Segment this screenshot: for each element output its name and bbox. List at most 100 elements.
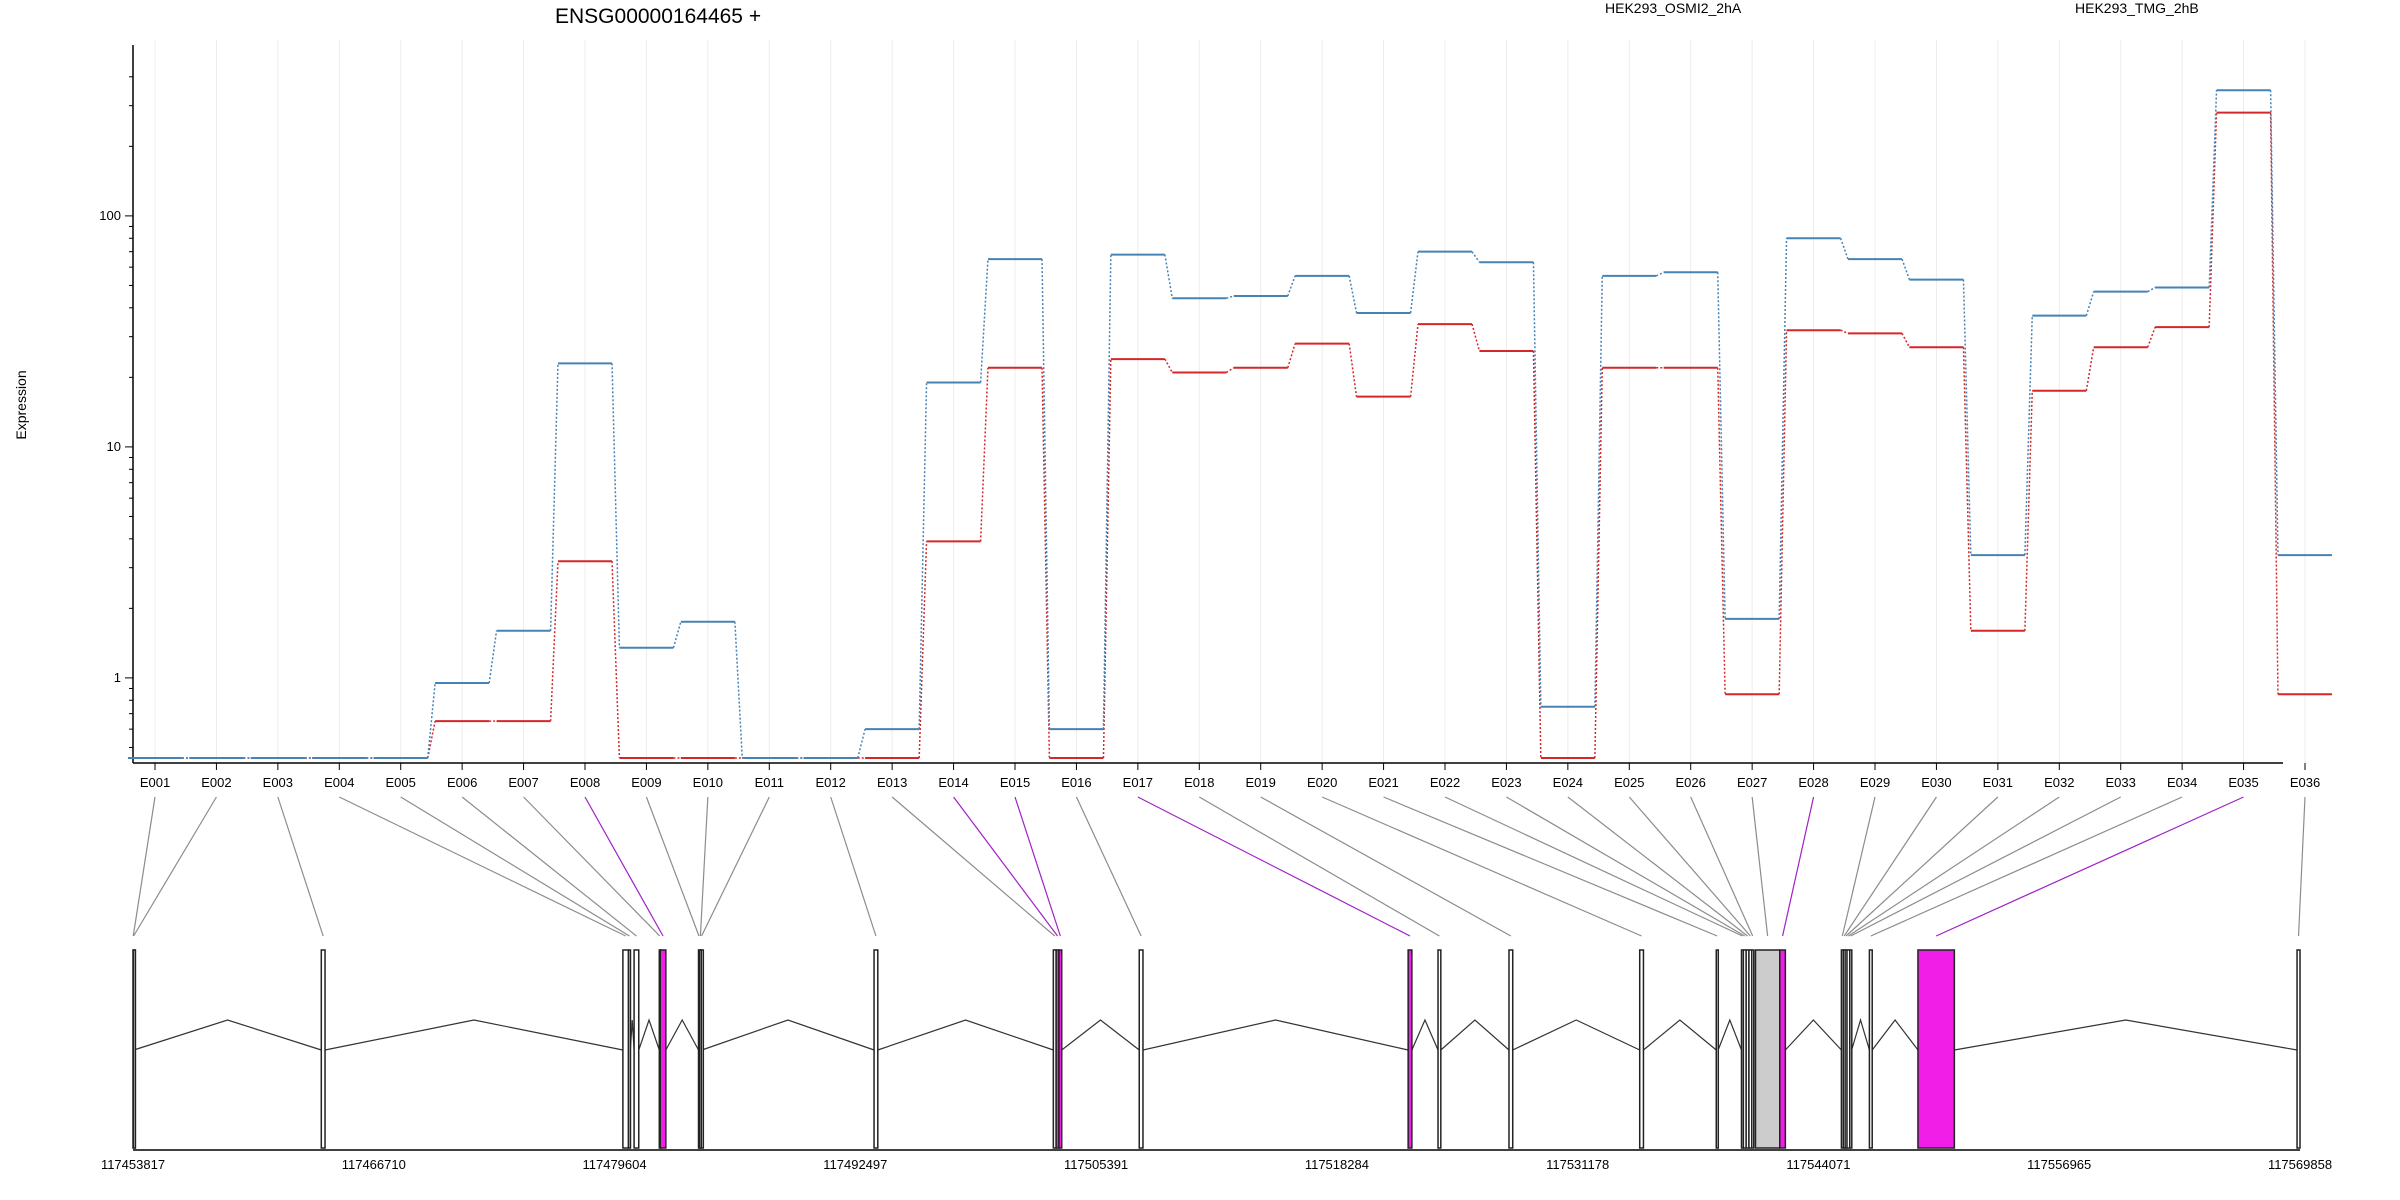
exon-connector xyxy=(1628,796,1751,937)
exon-box xyxy=(873,949,879,1149)
y-tick-label: 10 xyxy=(107,439,121,454)
exon-connector xyxy=(953,796,1059,937)
exon-connector xyxy=(1383,796,1718,937)
x-tick-label: E027 xyxy=(1737,775,1767,790)
series-connector xyxy=(1287,343,1296,369)
series-connector xyxy=(2085,347,2095,391)
x-axis-ticks: E001 E002 E003 E004 E005 E006 E007 E008 E009 E010… xyxy=(140,763,2320,790)
x-tick-label: E023 xyxy=(1491,775,1521,790)
x-tick-label: E019 xyxy=(1246,775,1276,790)
exon-connector xyxy=(584,796,664,937)
x-tick-label: E021 xyxy=(1368,775,1398,790)
intron xyxy=(133,1019,322,1051)
x-tick-label: E016 xyxy=(1061,775,1091,790)
series-connector xyxy=(1778,238,1788,619)
series-2 xyxy=(127,89,2333,759)
gene-model xyxy=(132,949,2301,1149)
exon-connector xyxy=(1321,796,1642,937)
series-connector xyxy=(1839,238,1849,260)
exon-connector xyxy=(1075,796,1142,937)
x-tick-label: E030 xyxy=(1921,775,1951,790)
x-tick-label: E024 xyxy=(1553,775,1583,790)
intron xyxy=(1643,1019,1717,1051)
exon-box xyxy=(1638,949,1645,1149)
series-connector xyxy=(2269,90,2279,556)
exon-connector xyxy=(1870,796,2183,937)
exon-box xyxy=(1508,949,1514,1149)
intron xyxy=(1717,1018,1743,1051)
x-tick-label: E012 xyxy=(816,775,846,790)
x-tick-label: E013 xyxy=(877,775,907,790)
x-tick-label: E006 xyxy=(447,775,477,790)
x-tick-label: E005 xyxy=(386,775,416,790)
exon-box xyxy=(320,949,326,1149)
x-tick-label: E029 xyxy=(1860,775,1890,790)
y-tick-label: 100 xyxy=(99,208,121,223)
x-tick-label: E011 xyxy=(755,775,784,790)
intron xyxy=(638,1018,660,1051)
exon-box xyxy=(1138,949,1144,1149)
exon-connector xyxy=(1935,796,2244,937)
x-tick-label: E001 xyxy=(140,775,170,790)
intron xyxy=(1440,1019,1510,1051)
x-tick-label: E022 xyxy=(1430,775,1460,790)
series-connector xyxy=(2269,112,2279,695)
series-connector xyxy=(1164,254,1173,299)
intron xyxy=(1871,1019,1919,1051)
series-connector xyxy=(1287,275,1296,297)
series-connector xyxy=(1962,347,1972,631)
legend-entry-series-2: HEK293_TMG_2hB xyxy=(2075,0,2199,16)
series-connector xyxy=(1164,358,1173,373)
exon-connector xyxy=(1848,796,2060,937)
exon-box xyxy=(2296,949,2301,1149)
exon-connector xyxy=(400,796,630,937)
genomic-tick-label: 117479604 xyxy=(583,1157,647,1172)
series-connector xyxy=(979,367,989,542)
series-connector xyxy=(611,561,621,759)
series-connector xyxy=(1409,324,1419,397)
exon-box xyxy=(622,949,630,1149)
exon-connector xyxy=(132,796,156,937)
intron xyxy=(1512,1019,1640,1051)
series-connector xyxy=(2208,90,2218,288)
series-connector xyxy=(1655,271,1665,277)
series-connector xyxy=(426,682,436,759)
x-tick-label: E035 xyxy=(2228,775,2258,790)
exon-connector xyxy=(523,796,661,937)
exon-connector xyxy=(1444,796,1743,937)
x-tick-label: E025 xyxy=(1614,775,1644,790)
series-connector xyxy=(1532,351,1542,759)
series-connector xyxy=(734,621,744,759)
axes xyxy=(132,45,2283,764)
series-connector xyxy=(2208,112,2218,328)
exon-box xyxy=(1715,949,1720,1149)
series-connector xyxy=(1962,279,1972,556)
x-tick-label: E017 xyxy=(1123,775,1153,790)
exon-box xyxy=(1407,949,1413,1149)
x-tick-label: E028 xyxy=(1798,775,1828,790)
exon-connector xyxy=(1781,796,1815,937)
exon-connector xyxy=(1137,796,1411,937)
exon-connector xyxy=(461,796,637,937)
series-connector xyxy=(1348,343,1358,397)
chart-title: ENSG00000164465 + xyxy=(555,5,761,28)
series-connector xyxy=(918,541,928,759)
genomic-tick-label: 117492497 xyxy=(823,1157,887,1172)
x-tick-label: E020 xyxy=(1307,775,1337,790)
y-tick-label: 1 xyxy=(114,670,121,685)
series-connector xyxy=(857,728,866,759)
y-axis-label: Expression xyxy=(13,370,29,439)
series-connector xyxy=(672,621,682,648)
exon-connector xyxy=(830,796,877,937)
series-connector xyxy=(611,363,621,648)
exon-box xyxy=(1751,949,1755,1149)
x-tick-label: E033 xyxy=(2106,775,2136,790)
genomic-tick-label: 117505391 xyxy=(1064,1157,1128,1172)
series-connector xyxy=(549,561,559,722)
series-connector xyxy=(979,259,989,383)
series-lines xyxy=(127,89,2333,759)
series-connector xyxy=(1532,262,1542,707)
series-connector xyxy=(1840,329,1849,335)
series-connector xyxy=(2085,291,2095,316)
series-connector xyxy=(2147,286,2156,293)
